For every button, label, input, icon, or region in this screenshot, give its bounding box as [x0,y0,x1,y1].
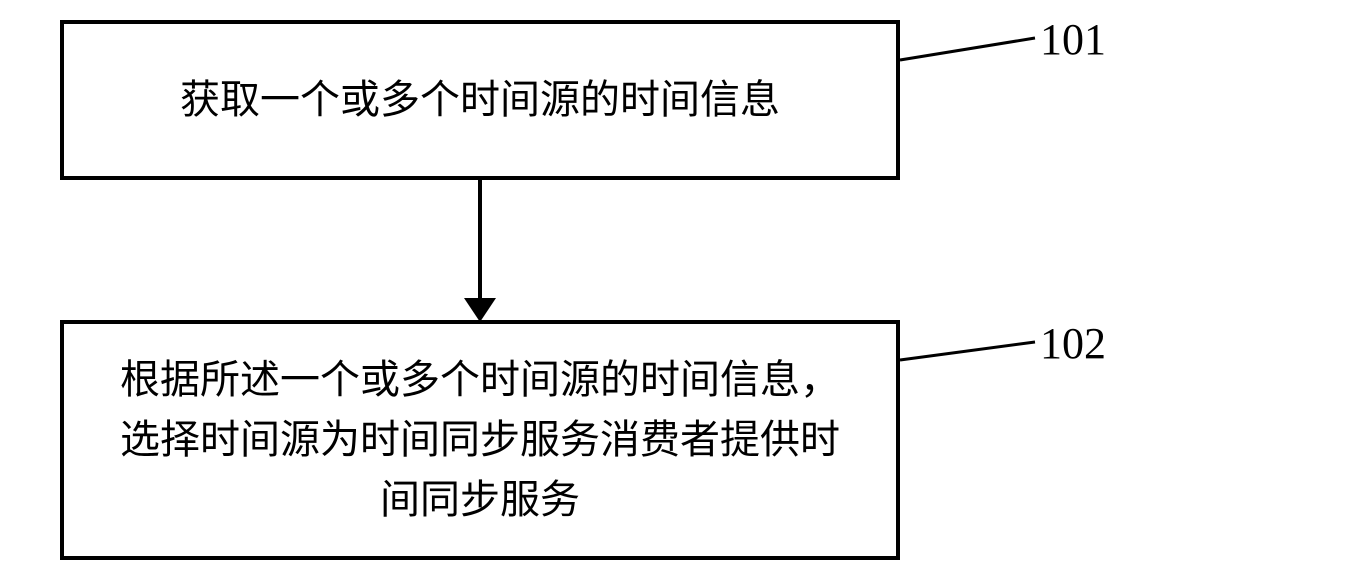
flowchart-container: 获取一个或多个时间源的时间信息 101 根据所述一个或多个时间源的时间信息，选择… [60,20,1310,570]
step2-label: 102 [1040,318,1106,369]
step2-text: 根据所述一个或多个时间源的时间信息，选择时间源为时间同步服务消费者提供时间同步服… [104,350,856,530]
step1-label: 101 [1040,14,1106,65]
flowchart-node-step2: 根据所述一个或多个时间源的时间信息，选择时间源为时间同步服务消费者提供时间同步服… [60,320,900,560]
arrow-step1-to-step2-stem [478,180,482,300]
step1-text: 获取一个或多个时间源的时间信息 [180,70,780,130]
flowchart-node-step1: 获取一个或多个时间源的时间信息 [60,20,900,180]
arrow-step1-to-step2-head [464,298,496,322]
